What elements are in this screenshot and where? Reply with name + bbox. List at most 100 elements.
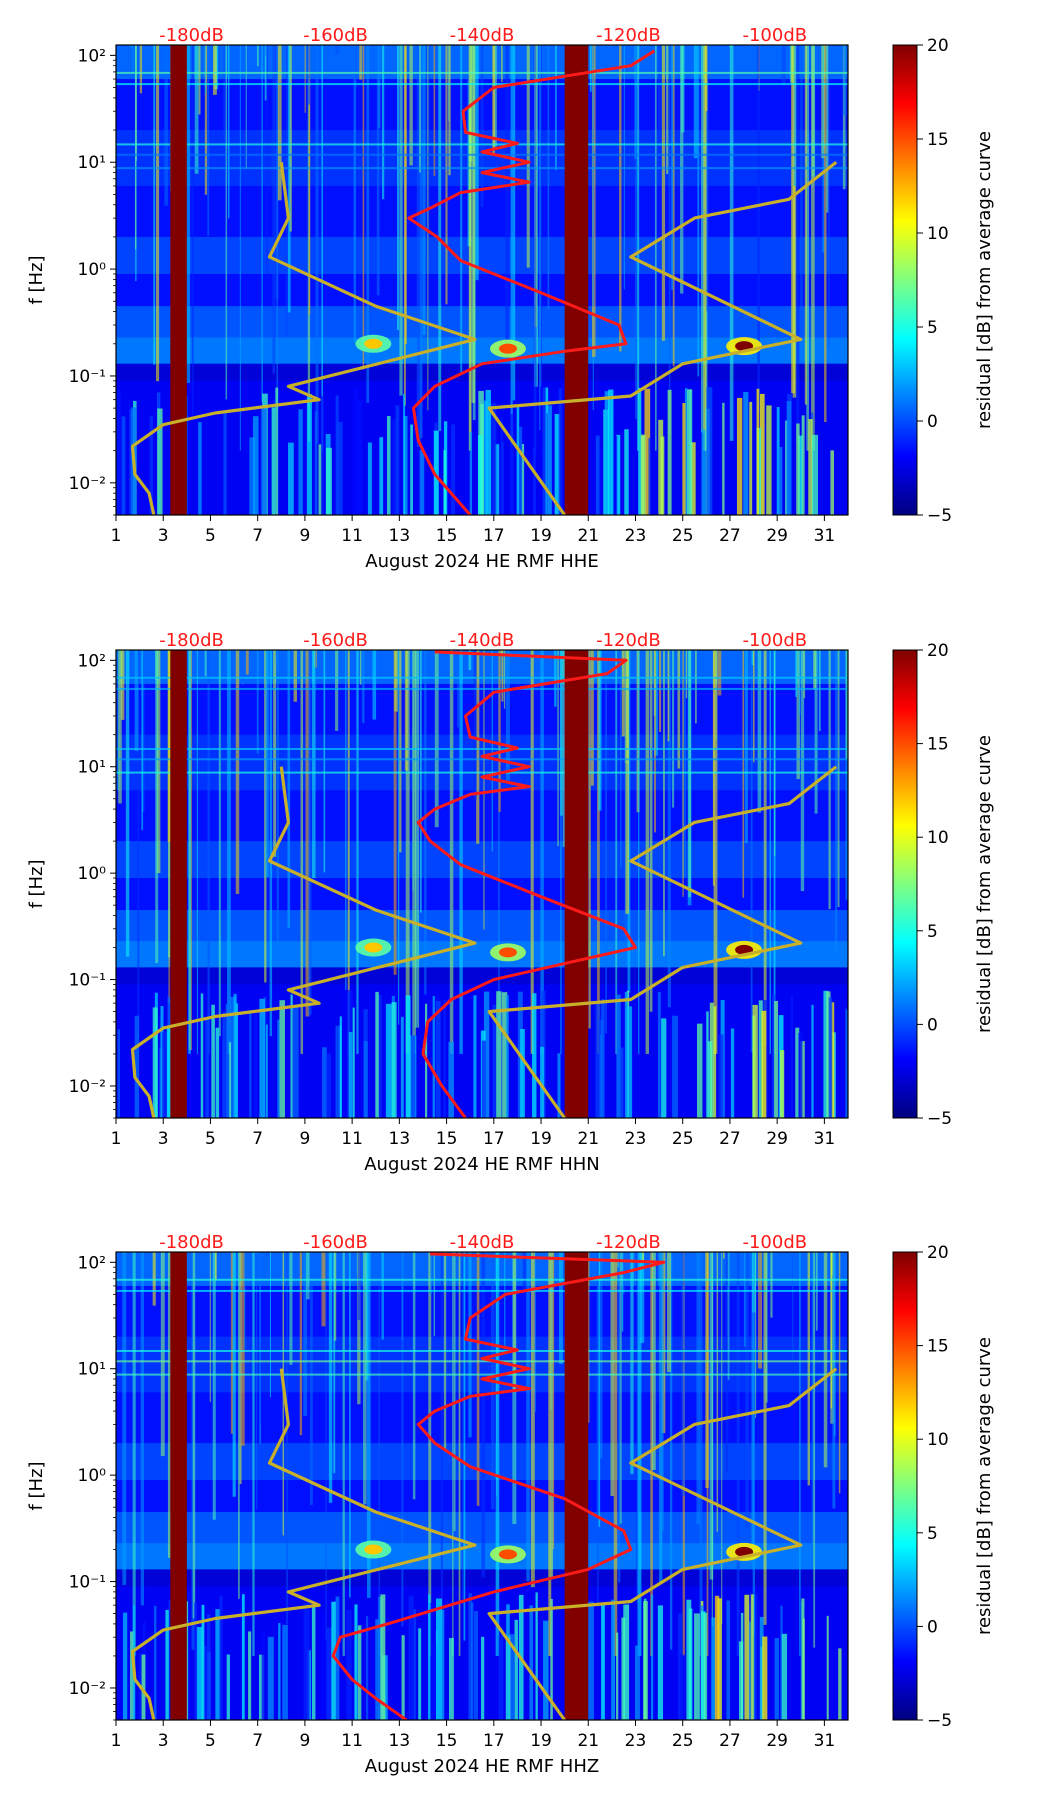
low-frequency-burst bbox=[275, 387, 279, 515]
low-frequency-burst bbox=[608, 389, 614, 515]
low-frequency-burst bbox=[401, 1635, 405, 1720]
x-tick-label: 23 bbox=[625, 1731, 647, 1751]
low-frequency-burst bbox=[160, 1006, 164, 1118]
x-tick-label: 15 bbox=[436, 526, 458, 546]
x-tick-label: 9 bbox=[299, 526, 310, 546]
streak bbox=[605, 650, 608, 1034]
low-frequency-burst bbox=[774, 1000, 779, 1118]
reference_model_db-curve bbox=[130, 160, 838, 515]
streak bbox=[696, 1252, 700, 1525]
streak bbox=[309, 1252, 313, 1506]
streak bbox=[540, 650, 544, 1054]
low-frequency-burst bbox=[228, 1042, 232, 1118]
low-frequency-burst bbox=[201, 1604, 205, 1720]
x-axis-label: August 2024 HE RMF HHN bbox=[364, 1154, 600, 1175]
low-frequency-burst bbox=[547, 405, 552, 515]
streak bbox=[709, 1252, 714, 1580]
streak bbox=[823, 1252, 828, 1468]
low-frequency-burst bbox=[516, 406, 520, 515]
streak bbox=[277, 45, 282, 201]
streak bbox=[835, 650, 838, 951]
streak bbox=[308, 45, 311, 315]
streak bbox=[204, 650, 207, 677]
streak bbox=[272, 45, 276, 374]
harmonic-line bbox=[116, 143, 848, 146]
low-frequency-burst bbox=[596, 449, 603, 515]
streak bbox=[659, 1252, 663, 1584]
low-frequency-burst bbox=[342, 989, 346, 1118]
low-frequency-burst bbox=[604, 391, 610, 515]
low-frequency-burst bbox=[700, 1611, 706, 1720]
streak bbox=[476, 1252, 480, 1506]
streak bbox=[495, 1252, 500, 1656]
streak bbox=[259, 1252, 261, 1424]
x-tick-label: 29 bbox=[766, 1731, 788, 1751]
streak bbox=[695, 650, 697, 724]
streak bbox=[534, 1252, 537, 1413]
low-frequency-burst bbox=[627, 1006, 633, 1118]
low-frequency-burst bbox=[748, 1621, 751, 1720]
streak bbox=[212, 1252, 216, 1520]
low-frequency-burst bbox=[357, 1625, 362, 1720]
low-frequency-burst bbox=[387, 415, 391, 515]
streak bbox=[757, 650, 762, 813]
reference_model_db-curve bbox=[130, 765, 838, 1118]
streak bbox=[667, 650, 670, 742]
streak bbox=[419, 650, 422, 913]
streak bbox=[706, 1252, 709, 1656]
streak bbox=[245, 45, 247, 169]
streak bbox=[191, 45, 194, 415]
low-frequency-burst bbox=[198, 422, 202, 515]
low-frequency-burst bbox=[501, 992, 508, 1118]
low-frequency-burst bbox=[743, 392, 749, 515]
streak bbox=[765, 1252, 768, 1403]
streak bbox=[228, 45, 230, 219]
streak bbox=[420, 45, 423, 439]
low-frequency-burst bbox=[260, 408, 267, 515]
streak bbox=[560, 650, 562, 1054]
streak bbox=[597, 650, 600, 1054]
low-frequency-burst bbox=[451, 424, 456, 515]
low-frequency-burst bbox=[558, 388, 563, 515]
low-frequency-burst bbox=[435, 1000, 441, 1118]
low-frequency-burst bbox=[506, 1604, 510, 1720]
streak bbox=[721, 1252, 723, 1625]
low-frequency-burst bbox=[230, 996, 237, 1118]
streak bbox=[381, 1252, 384, 1340]
streak bbox=[548, 1252, 552, 1656]
data-gap-band bbox=[170, 1252, 187, 1720]
top-db-label: -140dB bbox=[450, 25, 515, 46]
streak bbox=[194, 45, 199, 174]
streak bbox=[276, 650, 279, 944]
low-frequency-burst bbox=[598, 1019, 604, 1118]
streak bbox=[359, 45, 362, 80]
low-frequency-burst bbox=[331, 1601, 336, 1720]
streak bbox=[705, 45, 709, 312]
streak bbox=[793, 45, 797, 187]
low-frequency-burst bbox=[431, 1643, 438, 1720]
median_noise_db-curve bbox=[416, 650, 637, 1118]
low-frequency-burst bbox=[798, 1032, 803, 1118]
streak bbox=[796, 45, 800, 445]
low-frequency-burst bbox=[643, 1601, 648, 1720]
low-frequency-burst bbox=[433, 430, 439, 515]
x-tick-label: 1 bbox=[111, 1731, 122, 1751]
colorbar-label: residual [dB] from average curve bbox=[974, 1337, 995, 1635]
low-frequency-burst bbox=[271, 407, 276, 515]
streak bbox=[405, 650, 410, 1054]
streak bbox=[745, 1252, 749, 1529]
low-frequency-burst bbox=[714, 1595, 720, 1720]
streak bbox=[363, 1252, 367, 1505]
x-tick-label: 19 bbox=[530, 1731, 552, 1751]
low-frequency-burst bbox=[477, 435, 483, 515]
streak bbox=[366, 45, 370, 403]
low-frequency-burst bbox=[703, 1612, 708, 1720]
streak bbox=[752, 1252, 756, 1635]
low-frequency-burst bbox=[267, 1636, 274, 1720]
low-frequency-burst bbox=[808, 419, 813, 515]
streak bbox=[475, 45, 479, 281]
streak bbox=[273, 650, 277, 857]
low-frequency-burst bbox=[492, 1004, 497, 1118]
streak bbox=[381, 45, 385, 200]
streak bbox=[500, 650, 503, 654]
